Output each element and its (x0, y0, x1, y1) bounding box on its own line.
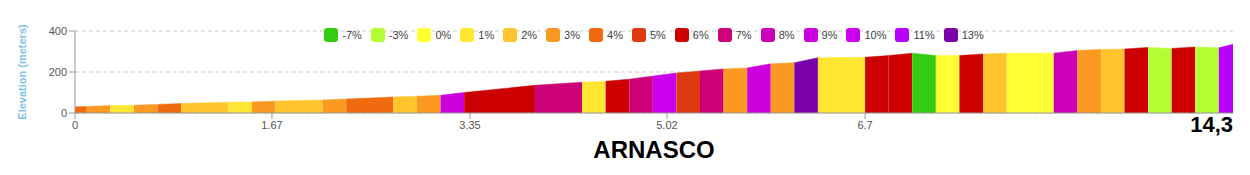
html-text:14,3: 14,3 (1190, 112, 1233, 137)
svg-text:0: 0 (72, 119, 78, 130)
svg-text:Elevation (meters): Elevation (meters) (16, 24, 28, 120)
svg-text:6.7: 6.7 (857, 119, 872, 130)
html-text:-7%: -7% (342, 29, 362, 41)
html-text:4%: 4% (607, 29, 623, 41)
html-text:5%: 5% (649, 29, 666, 41)
html-text:0%: 0% (435, 29, 452, 41)
html-text:2%: 2% (521, 29, 538, 41)
svg-text:0: 0 (61, 107, 67, 119)
html-text:11%: 11% (913, 29, 935, 41)
svg-text:3.35: 3.35 (459, 119, 480, 130)
html-text:9%: 9% (821, 29, 838, 41)
html-text:1%: 1% (478, 29, 495, 41)
svg-text:200: 200 (49, 66, 67, 78)
html-text:-3%: -3% (388, 29, 409, 41)
svg-text:400: 400 (49, 25, 67, 37)
html-text:ARNASCO: ARNASCO (593, 136, 715, 163)
svg-text:1.67: 1.67 (261, 119, 282, 130)
html-text:3%: 3% (564, 29, 580, 41)
html-text:7%: 7% (735, 29, 752, 41)
svg-text:5.02: 5.02 (656, 119, 677, 130)
html-text:8%: 8% (778, 29, 795, 41)
html-text:10%: 10% (864, 29, 887, 41)
html-text:13%: 13% (961, 29, 984, 41)
html-text:6%: 6% (692, 29, 709, 41)
